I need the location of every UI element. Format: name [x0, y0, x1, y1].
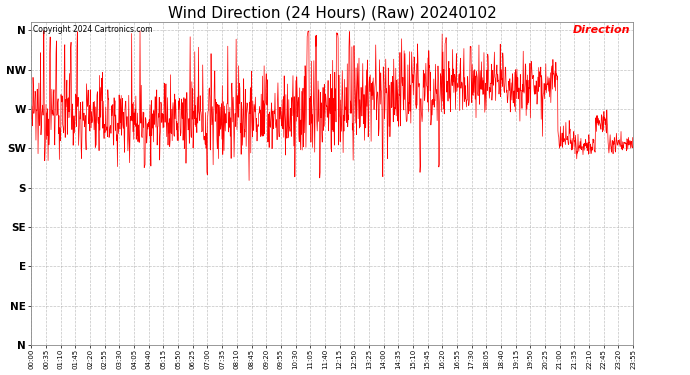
Text: Copyright 2024 Cartronics.com: Copyright 2024 Cartronics.com — [32, 25, 152, 34]
Text: Direction: Direction — [573, 25, 630, 35]
Title: Wind Direction (24 Hours) (Raw) 20240102: Wind Direction (24 Hours) (Raw) 20240102 — [168, 6, 497, 21]
